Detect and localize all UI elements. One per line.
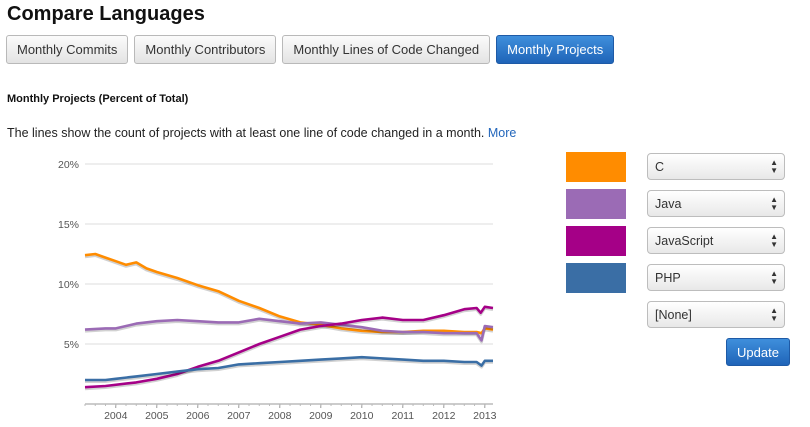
language-select-2[interactable]: Java ▲ ▼ — [647, 190, 785, 217]
y-tick-label: 5% — [64, 339, 79, 351]
select-value-4: PHP — [655, 270, 681, 285]
legend-swatch-3 — [566, 226, 626, 256]
x-tick-label: 2008 — [268, 410, 292, 422]
tab-monthly-projects[interactable]: Monthly Projects — [496, 35, 615, 64]
legend-row-2: Java ▲ ▼ — [566, 189, 788, 219]
language-select-4[interactable]: PHP ▲ ▼ — [647, 264, 785, 291]
select-value-2: Java — [655, 196, 682, 211]
x-tick-label: 2012 — [432, 410, 456, 422]
select-arrows-icon: ▲ ▼ — [770, 232, 778, 249]
legend-row-5: [None] ▲ ▼ — [566, 300, 788, 330]
series-line-java — [84, 317, 494, 342]
x-tick-label: 2006 — [186, 410, 210, 422]
select-value-3: JavaScript — [655, 233, 714, 248]
x-tick-label: 2010 — [350, 410, 374, 422]
page-title: Compare Languages — [7, 3, 205, 25]
x-tick-label: 2009 — [309, 410, 333, 422]
series-shadow — [84, 306, 494, 391]
tab-monthly-lines-of-code-changed[interactable]: Monthly Lines of Code Changed — [282, 35, 491, 64]
series-line-javascript — [84, 305, 494, 389]
y-tick-label: 20% — [58, 159, 79, 171]
tab-monthly-contributors[interactable]: Monthly Contributors — [134, 35, 277, 64]
legend-row-1: C ▲ ▼ — [566, 152, 788, 182]
language-select-5[interactable]: [None] ▲ ▼ — [647, 301, 785, 328]
update-button[interactable]: Update — [726, 338, 790, 366]
select-value-1: C — [655, 159, 665, 174]
section-title: Monthly Projects (Percent of Total) — [7, 93, 189, 105]
projects-line-chart: 5% 10% 15% 20% 2004 2005 2006 2007 2008 2009 2010 2… — [58, 159, 497, 422]
x-tick-label: 2005 — [145, 410, 169, 422]
chart-description: The lines show the count of projects wit… — [7, 126, 516, 140]
legend-swatch-4 — [566, 263, 626, 293]
legend-row-4: PHP ▲ ▼ — [566, 263, 788, 293]
series-line-php — [85, 355, 493, 382]
series-shadow — [85, 357, 493, 383]
select-value-5: [None] — [655, 307, 692, 322]
y-tick-label: 15% — [58, 219, 79, 231]
x-tick-label: 2004 — [104, 410, 128, 422]
metric-tabs: Monthly Commits Monthly Contributors Mon… — [6, 35, 615, 64]
x-tick-label: 2013 — [473, 410, 497, 422]
legend-row-3: JavaScript ▲ ▼ — [566, 226, 788, 256]
select-arrows-icon: ▲ ▼ — [770, 195, 778, 212]
select-arrows-icon: ▲ ▼ — [770, 158, 778, 175]
language-select-3[interactable]: JavaScript ▲ ▼ — [647, 227, 785, 254]
x-tick-label: 2007 — [227, 410, 251, 422]
more-link[interactable]: More — [487, 126, 517, 140]
legend-swatch-1 — [566, 152, 626, 182]
tab-monthly-commits[interactable]: Monthly Commits — [6, 35, 129, 64]
select-arrows-icon: ▲ ▼ — [770, 269, 778, 286]
language-select-1[interactable]: C ▲ ▼ — [647, 153, 785, 180]
series-line-c — [84, 252, 494, 335]
description-text: The lines show the count of projects wit… — [7, 126, 485, 140]
y-tick-label: 10% — [58, 279, 79, 291]
legend-swatch-2 — [566, 189, 626, 219]
select-arrows-icon: ▲ ▼ — [770, 306, 778, 323]
x-tick-label: 2011 — [391, 410, 414, 422]
series-shadow — [84, 318, 494, 344]
